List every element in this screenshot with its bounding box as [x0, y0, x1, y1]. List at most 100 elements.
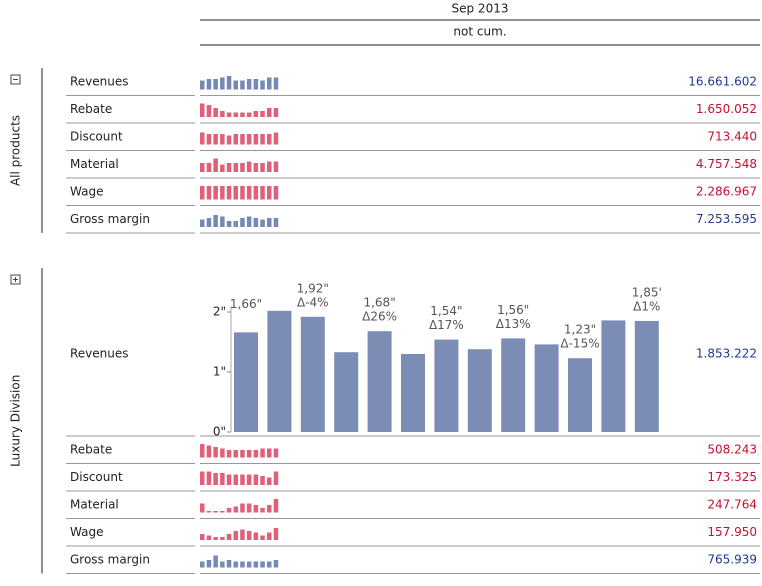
- sparkline-bar: [273, 448, 279, 458]
- data-label: 1,92": [297, 281, 329, 295]
- sparkline-bar: [220, 164, 225, 172]
- sparkline-bar: [233, 186, 238, 200]
- row-value: 1.853.222: [696, 347, 757, 361]
- sparkline-bar: [206, 511, 212, 513]
- row-label: Revenues: [70, 347, 129, 361]
- row-label: Gross margin: [70, 552, 150, 566]
- row-value: 16.661.602: [688, 74, 757, 88]
- sparkline-bar: [253, 450, 259, 458]
- delta-label: Δ26%: [362, 310, 397, 324]
- sparkline-bar: [240, 163, 245, 172]
- sparkline-bar: [220, 111, 225, 117]
- y-tick-label: 0": [213, 425, 226, 439]
- sparkline-bar: [246, 531, 252, 540]
- sparkline-bar: [267, 218, 272, 227]
- period-header: Sep 2013: [452, 2, 509, 16]
- sparkline-bar: [267, 108, 272, 117]
- bar: [467, 349, 492, 432]
- row-label: Discount: [70, 470, 123, 484]
- sparkline-bar: [233, 221, 238, 227]
- sparkline-bar: [233, 531, 238, 540]
- sparkline-bar: [226, 135, 232, 145]
- sparkline-bar: [213, 447, 218, 458]
- bar: [601, 320, 626, 432]
- sparkline-bar: [240, 561, 245, 568]
- sparkline-bar: [246, 112, 252, 117]
- sparkline-bar: [206, 134, 212, 145]
- sparkline-bar: [220, 561, 225, 568]
- sparkline-bar: [213, 473, 218, 485]
- sparkline-bar: [260, 163, 265, 172]
- sparkline-bar: [213, 537, 218, 540]
- sparkline-bar: [273, 218, 279, 227]
- bar: [634, 321, 659, 432]
- sparkline-bar: [240, 186, 245, 200]
- bar: [334, 352, 359, 432]
- row-label: Rebate: [70, 442, 112, 456]
- y-tick-label: 2": [213, 305, 226, 319]
- sparkline-bar: [273, 161, 279, 172]
- sparkline-bar: [226, 221, 232, 227]
- sparkline-bar: [253, 134, 259, 145]
- bar: [401, 354, 425, 432]
- sparkline-bar: [220, 511, 225, 513]
- sparkline-bar: [253, 474, 259, 485]
- sparkline-bar: [206, 560, 212, 568]
- sparkline-bar: [240, 112, 245, 117]
- sparkline-bar: [260, 111, 265, 117]
- sparkline-bar: [260, 448, 265, 458]
- sparkline-bar: [213, 555, 218, 568]
- sparkline-bar: [206, 163, 212, 172]
- delta-label: Δ1%: [633, 300, 660, 314]
- row-label: Material: [70, 497, 119, 511]
- sparkline-bar: [233, 80, 238, 90]
- sparkline-bar: [273, 108, 279, 117]
- sparkline-bar: [246, 134, 252, 145]
- sparkline-bar: [267, 134, 272, 145]
- sparkline-bar: [273, 471, 279, 485]
- row-label: Rebate: [70, 102, 112, 116]
- sparkline-bar: [233, 112, 238, 117]
- y-tick-label: 1": [213, 365, 226, 379]
- sparkline-bar: [213, 158, 218, 172]
- sparkline-bar: [253, 505, 259, 513]
- sparkline-bar: [226, 450, 232, 458]
- data-label: 1,68": [363, 296, 395, 310]
- sparkline-bar: [220, 448, 225, 458]
- sparkline-bar: [273, 528, 279, 540]
- data-label: 1,23": [564, 323, 596, 337]
- sparkline-bar: [220, 77, 225, 90]
- data-label: 1,56": [497, 303, 529, 317]
- sparkline-bar: [253, 561, 259, 568]
- row-value: 157.950: [707, 525, 757, 539]
- sparkline-bar: [273, 77, 279, 90]
- sparkline-bar: [233, 561, 238, 568]
- sparkline-bar: [240, 503, 245, 513]
- sparkline-bar: [233, 163, 238, 172]
- sparkline-bar: [246, 161, 252, 172]
- group-label: All products: [9, 115, 23, 186]
- sparkline-bar: [260, 219, 265, 227]
- row-value: 1.650.052: [696, 102, 757, 116]
- sparkline-bar: [200, 103, 205, 117]
- sparkline-bar: [220, 134, 225, 145]
- sparkline-bar: [200, 503, 205, 513]
- sparkline-bar: [260, 80, 265, 90]
- row-value: 247.764: [707, 497, 757, 511]
- sparkline-bar: [246, 450, 252, 458]
- row-value: 173.325: [707, 470, 757, 484]
- sparkline-bar: [253, 79, 259, 90]
- sparkline-bar: [200, 534, 205, 540]
- sparkline-bar: [200, 186, 205, 200]
- sparkline-bar: [246, 79, 252, 90]
- sparkline-bar: [246, 561, 252, 568]
- sparkline-bar: [253, 186, 259, 200]
- row-label: Material: [70, 157, 119, 171]
- sparkline-bar: [220, 186, 225, 200]
- data-label: 1,85': [632, 286, 662, 300]
- sparkline-bar: [206, 471, 212, 485]
- bar: [234, 332, 258, 432]
- sparkline-bar: [226, 163, 232, 172]
- sparkline-bar: [220, 216, 225, 227]
